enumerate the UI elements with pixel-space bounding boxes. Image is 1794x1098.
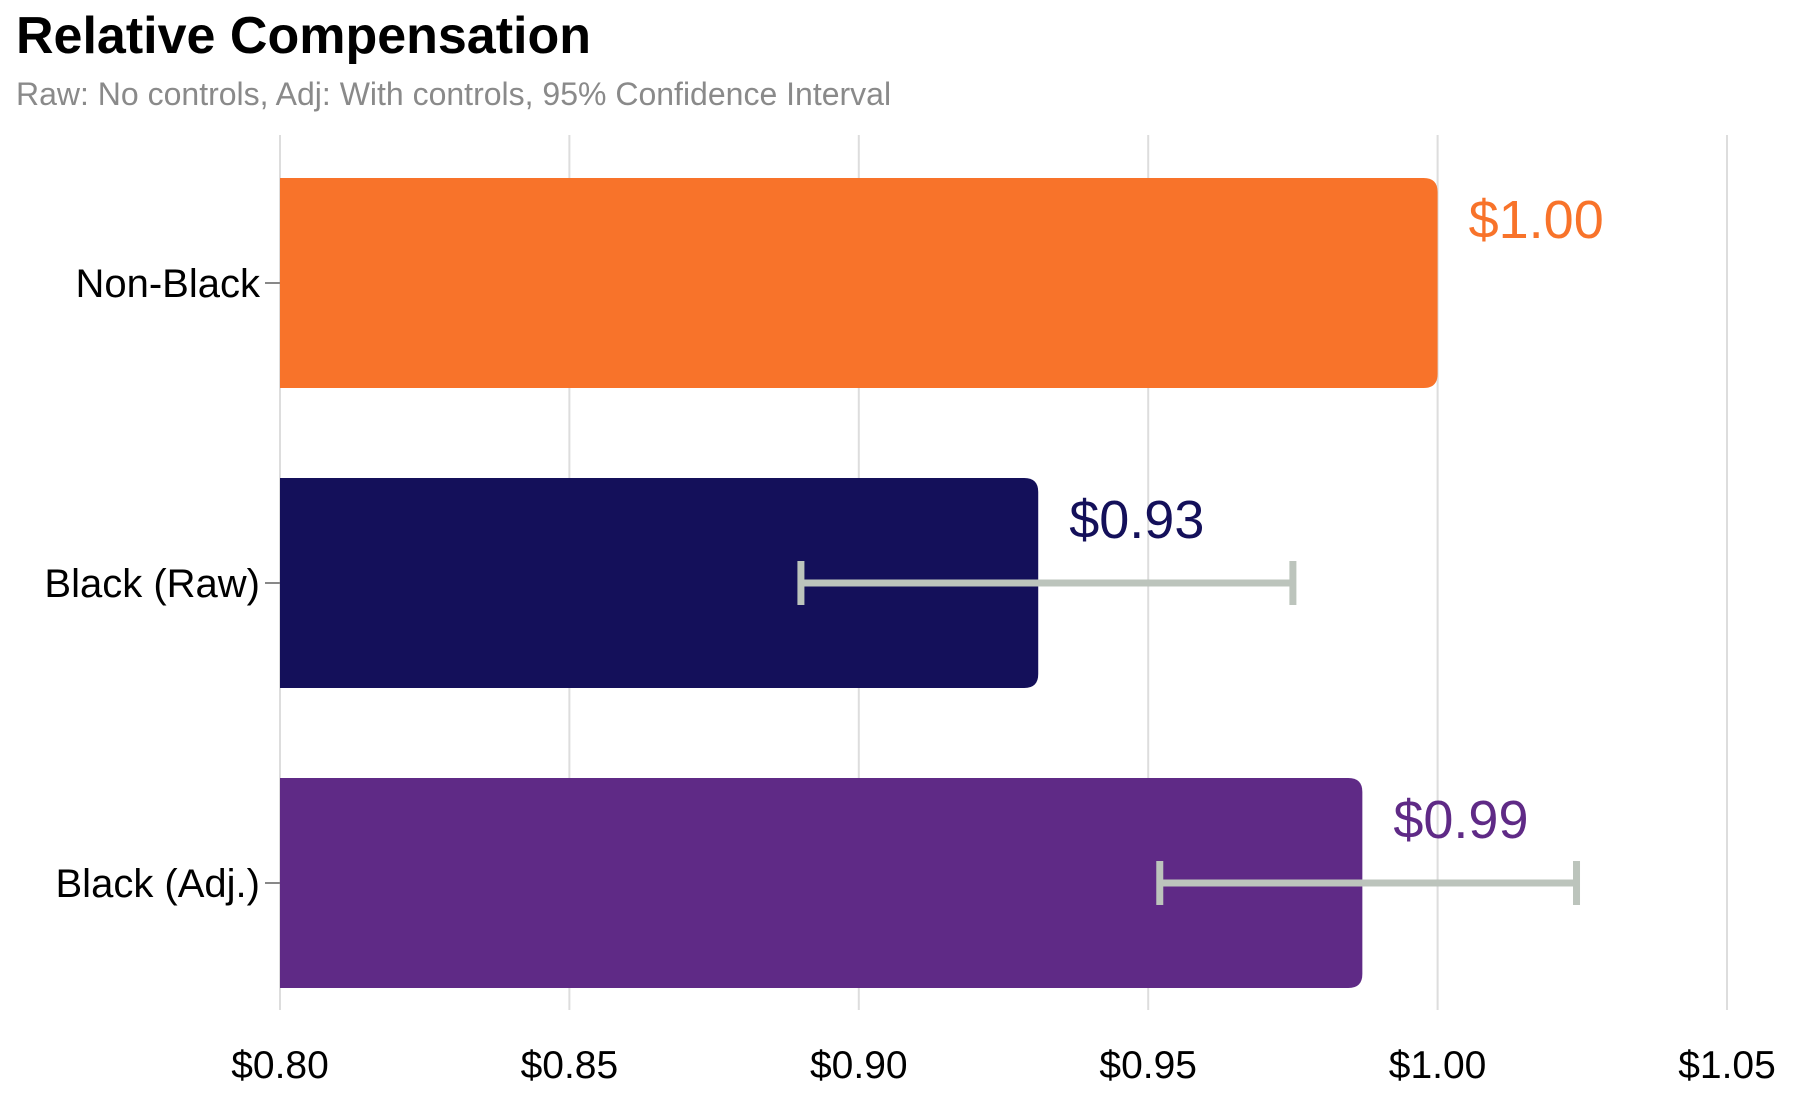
value-label: $1.00 — [1469, 190, 1604, 250]
bar — [280, 178, 1438, 388]
x-tick-label: $0.80 — [231, 1044, 329, 1087]
value-label: $0.93 — [1069, 490, 1204, 550]
bar — [280, 478, 1039, 688]
category-label: Black (Adj.) — [56, 862, 261, 906]
x-tick-label: $1.00 — [1389, 1044, 1487, 1087]
error-bars — [797, 561, 1581, 905]
error-bar — [1156, 861, 1581, 905]
bar — [280, 778, 1363, 988]
error-bar — [797, 561, 1297, 605]
category-label: Non-Black — [75, 262, 261, 306]
value-label: $0.99 — [1393, 790, 1528, 850]
x-tick-label: $0.90 — [810, 1044, 908, 1087]
category-labels: Non-Black Black (Raw) Black (Adj.) — [44, 262, 280, 906]
category-label: Black (Raw) — [44, 562, 260, 606]
bars — [280, 178, 1438, 988]
x-tick-label: $0.85 — [521, 1044, 619, 1087]
x-axis-ticks: $0.80 $0.85 $0.90 $0.95 $1.00 $1.05 — [231, 1044, 1776, 1087]
x-tick-label: $0.95 — [1099, 1044, 1197, 1087]
chart-subtitle: Raw: No controls, Adj: With controls, 95… — [16, 76, 892, 112]
x-tick-label: $1.05 — [1678, 1044, 1776, 1087]
value-labels: $1.00 $0.93 $0.99 — [1069, 190, 1604, 850]
chart-title: Relative Compensation — [16, 7, 592, 65]
